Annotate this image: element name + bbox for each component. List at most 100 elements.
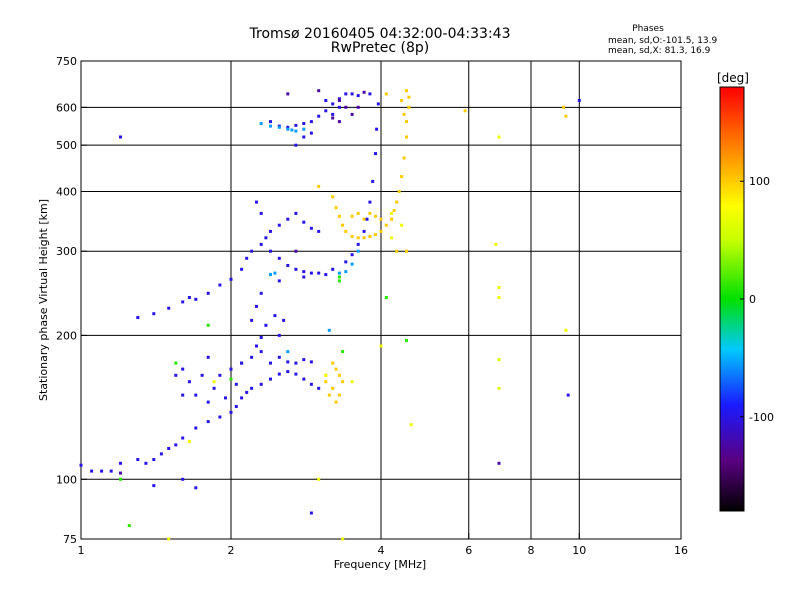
echo-point [341, 380, 345, 384]
y-tick-label: 200 [56, 329, 77, 342]
echo-point [302, 122, 306, 125]
echo-point [463, 109, 467, 113]
echo-point [331, 195, 335, 199]
echo-point [194, 393, 198, 397]
echo-point [259, 211, 263, 215]
echo-point [564, 114, 568, 118]
y-tick-label: 300 [56, 245, 77, 258]
echo-point [317, 477, 321, 481]
echo-point [309, 511, 313, 515]
echo-point [212, 380, 216, 384]
echo-point [302, 377, 306, 381]
plot-area: 1 2 4 6 8 10 16 75 100 200 300 400 500 600 750 [56, 55, 688, 557]
echo-point [144, 461, 148, 465]
echo-point [356, 236, 360, 240]
echo-point [259, 122, 263, 125]
echo-point [269, 249, 272, 253]
echo-point [317, 229, 321, 233]
echo-point [245, 256, 249, 260]
echo-point [317, 184, 321, 188]
echo-point [324, 99, 328, 102]
echo-point [405, 135, 408, 139]
echo-point [337, 214, 341, 218]
phase-stats-title: Phases [632, 24, 664, 34]
echo-point [119, 471, 122, 475]
echo-point [497, 386, 501, 390]
echo-point [194, 486, 198, 490]
chart-subtitle: RwPretec (8p) [331, 40, 429, 56]
echo-point [392, 209, 396, 212]
echo-point [365, 217, 369, 221]
echo-point [337, 279, 341, 283]
data-points [79, 89, 581, 541]
echo-point [229, 410, 233, 414]
echo-point [371, 179, 375, 183]
colorbar-tick-label: -100 [749, 411, 774, 424]
echo-point [174, 361, 178, 365]
echo-point [240, 361, 244, 365]
echo-point [390, 211, 394, 215]
echo-point [334, 367, 338, 371]
y-tick-label: 100 [56, 473, 77, 486]
echo-point [294, 123, 298, 127]
echo-point [90, 469, 94, 473]
echo-point [269, 124, 272, 128]
echo-point [397, 190, 401, 193]
echo-point [167, 537, 171, 541]
echo-point [405, 339, 408, 343]
echo-point [337, 271, 341, 275]
echo-point [309, 382, 313, 386]
echo-point [317, 89, 321, 93]
echo-point [269, 361, 272, 365]
echo-point [152, 484, 156, 488]
colorbar: [deg] 100 0 -100 [717, 71, 774, 512]
echo-point [379, 344, 383, 348]
echo-point [181, 367, 185, 371]
echo-point [356, 94, 360, 98]
echo-point [309, 131, 313, 135]
echo-point [229, 377, 233, 381]
echo-point [384, 223, 388, 227]
echo-point [294, 372, 298, 376]
phase-stats-o: mean, sd,O:-101.5, 13.9 [608, 36, 718, 46]
echo-point [234, 382, 238, 386]
echo-point [286, 264, 290, 267]
phase-stats-x: mean, sd,X: 81.3, 16.9 [608, 46, 711, 56]
echo-point [350, 112, 354, 116]
echo-point [327, 393, 331, 397]
echo-point [405, 249, 408, 253]
echo-point [309, 120, 313, 124]
echo-point [344, 270, 348, 274]
echo-point [356, 242, 360, 246]
echo-point [362, 90, 366, 94]
echo-point [174, 443, 178, 447]
echo-point [136, 316, 140, 319]
echo-point [286, 350, 290, 354]
echo-point [79, 463, 83, 467]
echo-point [344, 105, 348, 109]
echo-point [100, 469, 104, 473]
echo-point [497, 358, 501, 362]
echo-point [402, 156, 406, 160]
echo-point [277, 355, 281, 359]
echo-point [350, 92, 354, 96]
echo-point [218, 283, 222, 287]
echo-point [564, 328, 568, 332]
echo-point [229, 277, 233, 281]
echo-point [277, 279, 281, 283]
echo-point [324, 273, 328, 277]
echo-point [317, 271, 321, 275]
echo-point [250, 386, 254, 390]
echo-point [317, 386, 321, 390]
echo-point [350, 214, 354, 218]
echo-point [206, 323, 210, 327]
echo-point [331, 267, 335, 271]
echo-point [187, 296, 191, 299]
echo-point [344, 229, 348, 233]
echo-point [341, 223, 345, 227]
echo-point [200, 373, 204, 377]
echo-point [218, 373, 222, 377]
echo-point [277, 372, 281, 376]
echo-point [309, 360, 313, 364]
echo-point [327, 328, 331, 332]
